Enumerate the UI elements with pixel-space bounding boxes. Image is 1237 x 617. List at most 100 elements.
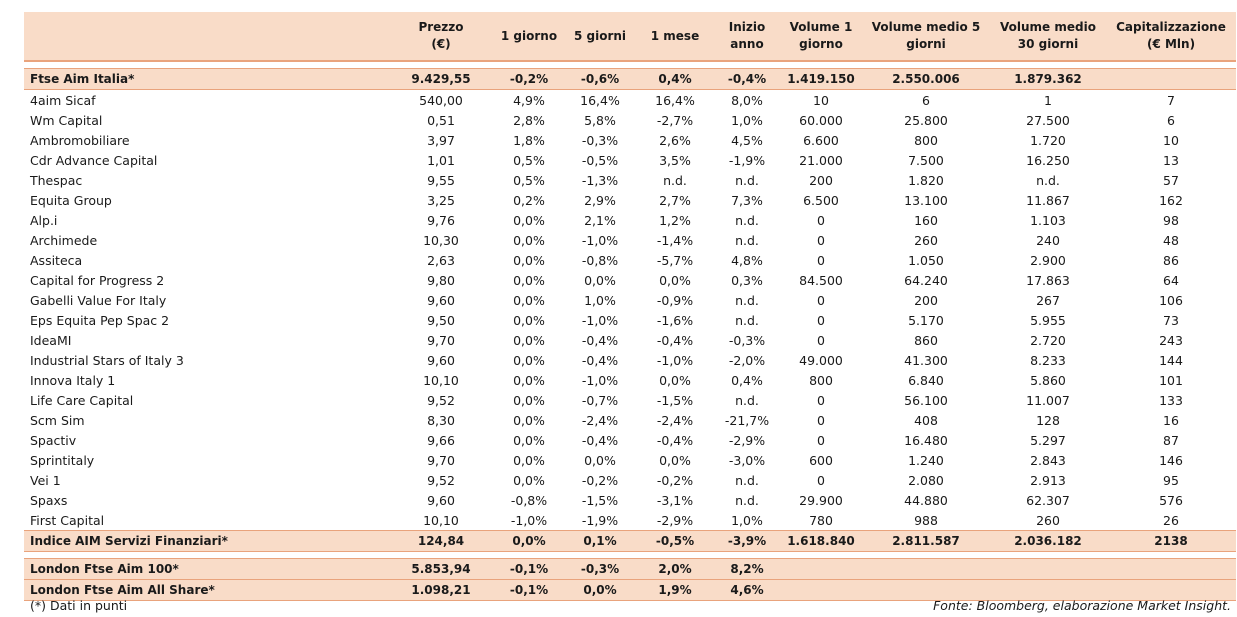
row-cell: 9,70	[427, 452, 455, 468]
row-cell: 4,5%	[731, 132, 763, 148]
row-cell: -3,0%	[728, 452, 766, 468]
row-cell: 0,0%	[513, 352, 545, 368]
row-cell: 25.800	[904, 112, 948, 128]
row-cell: -1,0%	[510, 512, 548, 528]
row-cell: n.d.	[663, 172, 687, 188]
row-cell: -1,0%	[581, 372, 619, 388]
table-row: Spactiv 9,66 0,0% -0,4% -0,4% -2,9% 0 16.480 5.2…	[24, 430, 1236, 450]
row-cell: 16	[1163, 412, 1179, 428]
row-cell: 0	[817, 332, 825, 348]
table-row: Ambromobiliare 3,97 1,8% -0,3% 2,6% 4,5% 6.600…	[24, 130, 1236, 150]
row-cell: 0	[817, 252, 825, 268]
index-cell: 9.429,55	[411, 72, 471, 86]
table-row: Gabelli Value For Italy 9,60 0,0% 1,0% -0,9%…	[24, 290, 1236, 310]
row-cell: 5.170	[908, 312, 944, 328]
row-cell: 0	[817, 472, 825, 488]
table-row: IdeaMI 9,70 0,0% -0,4% -0,4% -0,3% 0 860 2.720 24…	[24, 330, 1236, 350]
row-cell: 1.240	[908, 452, 944, 468]
index-cell: 2.036.182	[1014, 534, 1082, 548]
row-label: Gabelli Value For Italy	[30, 292, 167, 308]
column-header-cell: Volume medio 5 giorni	[871, 20, 981, 51]
row-label: Life Care Capital	[30, 392, 134, 408]
index-row-london: London Ftse Aim All Share* 1.098,21 -0,1% 0…	[24, 579, 1236, 601]
row-cell: -2,4%	[656, 412, 694, 428]
index-cell: -0,2%	[509, 72, 549, 86]
index-cell: 0,0%	[512, 534, 546, 548]
row-label: Eps Equita Pep Spac 2	[30, 312, 170, 328]
column-header-cell: 1 mese	[650, 28, 700, 43]
row-cell: 146	[1159, 452, 1183, 468]
row-cell: 9,52	[427, 392, 455, 408]
index-cell: 2.811.587	[892, 534, 960, 548]
row-cell: 9,55	[427, 172, 455, 188]
row-cell: 1,0%	[731, 512, 763, 528]
row-cell: 101	[1159, 372, 1183, 388]
index-cell: 0,4%	[658, 72, 692, 86]
row-cell: -1,9%	[581, 512, 619, 528]
row-cell: 1,8%	[513, 132, 545, 148]
row-label: Thespac	[30, 172, 83, 188]
row-cell: 267	[1036, 292, 1060, 308]
row-cell: 576	[1159, 492, 1183, 508]
index-cell: -0,3%	[580, 562, 620, 576]
row-cell: 6.600	[803, 132, 839, 148]
row-cell: 2.913	[1030, 472, 1066, 488]
row-cell: 0	[817, 432, 825, 448]
row-cell: 16.480	[904, 432, 948, 448]
row-cell: 0,0%	[584, 452, 616, 468]
row-cell: -5,7%	[656, 252, 694, 268]
row-cell: 8,30	[427, 412, 455, 428]
row-cell: 11.867	[1026, 192, 1070, 208]
row-cell: 49.000	[799, 352, 843, 368]
row-cell: 260	[1036, 512, 1060, 528]
row-cell: 0	[817, 392, 825, 408]
index-cell: 1.098,21	[411, 583, 471, 597]
row-cell: 0	[817, 292, 825, 308]
row-cell: 5.297	[1030, 432, 1066, 448]
row-cell: -0,4%	[581, 432, 619, 448]
row-cell: 540,00	[419, 92, 463, 108]
table-row: First Capital 10,10 -1,0% -1,9% -2,9% 1,0% 780…	[24, 510, 1236, 530]
row-cell: -1,9%	[728, 152, 766, 168]
index-cell: -3,9%	[727, 534, 767, 548]
row-cell: 9,76	[427, 212, 455, 228]
row-cell: 2,7%	[659, 192, 691, 208]
index-cell: 1.618.840	[787, 534, 855, 548]
row-cell: 408	[914, 412, 938, 428]
row-label: Ambromobiliare	[30, 132, 130, 148]
row-cell: 84.500	[799, 272, 843, 288]
row-cell: -1,6%	[656, 312, 694, 328]
row-cell: -0,4%	[656, 332, 694, 348]
row-cell: 0,0%	[513, 332, 545, 348]
table-row: Life Care Capital 9,52 0,0% -0,7% -1,5% n.d. 0…	[24, 390, 1236, 410]
row-cell: 21.000	[799, 152, 843, 168]
row-cell: 800	[914, 132, 938, 148]
column-header-cell: 5 giorni	[573, 28, 627, 43]
row-cell: 0,0%	[513, 452, 545, 468]
row-cell: 2.843	[1030, 452, 1066, 468]
index-cell: 1,9%	[658, 583, 692, 597]
index-cell: 2.550.006	[892, 72, 960, 86]
row-cell: 200	[914, 292, 938, 308]
row-cell: 62.307	[1026, 492, 1070, 508]
row-cell: 6.840	[908, 372, 944, 388]
row-cell: 0,0%	[513, 472, 545, 488]
row-cell: 13.100	[904, 192, 948, 208]
row-cell: 87	[1163, 432, 1179, 448]
row-cell: -2,0%	[728, 352, 766, 368]
row-cell: -0,7%	[581, 392, 619, 408]
row-cell: 600	[809, 452, 833, 468]
market-table: Prezzo (€) 1 giorno 5 giorni 1 mese Inizio an…	[24, 12, 1236, 601]
row-cell: -1,0%	[656, 352, 694, 368]
index-cell: 1.419.150	[787, 72, 855, 86]
row-cell: 0,5%	[513, 172, 545, 188]
table-row: Vei 1 9,52 0,0% -0,2% -0,2% n.d. 0 2.080 2.913 95	[24, 470, 1236, 490]
index-row-london: London Ftse Aim 100* 5.853,94 -0,1% -0,3% 2,…	[24, 558, 1236, 579]
footnote: (*) Dati in punti	[30, 598, 128, 613]
row-label: Innova Italy 1	[30, 372, 116, 388]
row-cell: 16,4%	[580, 92, 620, 108]
table-row: Assiteca 2,63 0,0% -0,8% -5,7% 4,8% 0 1.050 2.90…	[24, 250, 1236, 270]
row-cell: 7,3%	[731, 192, 763, 208]
row-cell: 3,97	[427, 132, 455, 148]
index-cell: 2138	[1154, 534, 1188, 548]
